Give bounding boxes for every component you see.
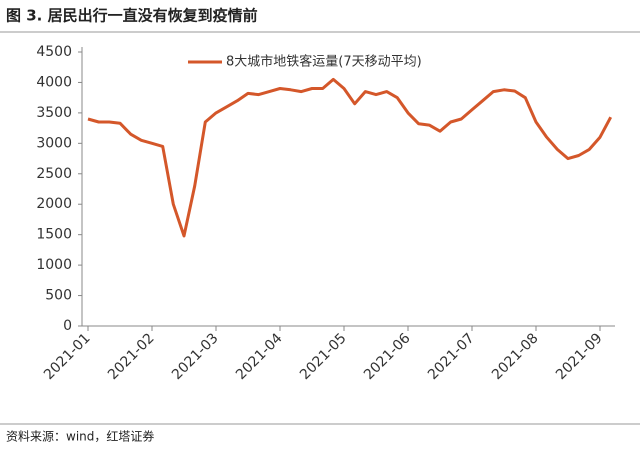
x-tick-label: 2021-06	[361, 330, 414, 383]
x-tick-label: 2021-04	[233, 330, 286, 383]
x-tick-label: 2021-03	[169, 330, 222, 383]
legend-label: 8大城市地铁客运量(7天移动平均)	[226, 54, 422, 70]
y-tick-label: 1500	[36, 227, 72, 243]
chart-title: 图 3. 居民出行一直没有恢复到疫情前	[6, 7, 258, 25]
y-tick-label: 1000	[36, 257, 72, 273]
x-tick-label: 2021-05	[297, 330, 350, 383]
y-tick-label: 2000	[36, 196, 72, 212]
x-tick-label: 2021-09	[553, 330, 606, 383]
x-tick-label: 2021-01	[41, 330, 94, 383]
y-tick-label: 0	[63, 318, 72, 334]
y-tick-label: 500	[45, 288, 72, 304]
source: 资料来源：wind，红塔证券	[6, 429, 154, 444]
x-tick-label: 2021-07	[425, 330, 478, 383]
y-tick-label: 4500	[36, 44, 72, 60]
y-tick-label: 3000	[36, 135, 72, 151]
x-tick-label: 2021-08	[489, 330, 542, 383]
y-tick-label: 4000	[36, 74, 72, 90]
line-series	[87, 77, 613, 238]
y-tick-label: 2500	[36, 166, 72, 182]
x-tick-label: 2021-02	[105, 330, 158, 383]
y-tick-label: 3500	[36, 105, 72, 121]
